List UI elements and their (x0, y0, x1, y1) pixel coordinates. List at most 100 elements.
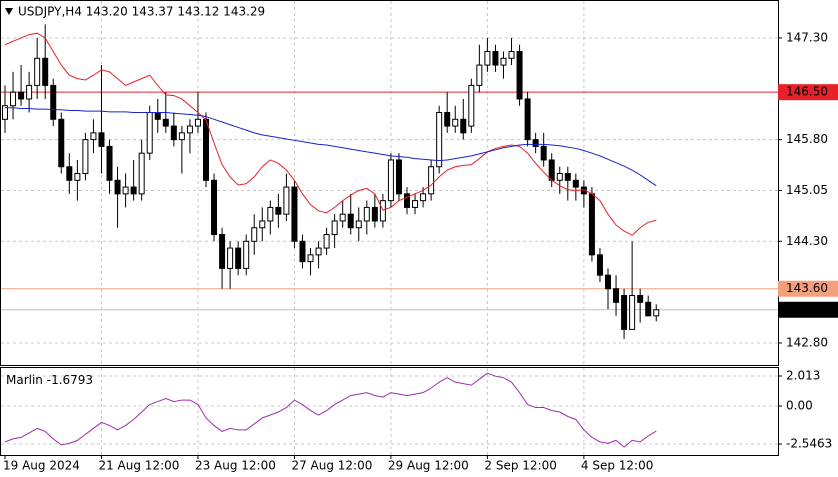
level-label: 143.60 (786, 281, 828, 295)
x-tick-label: 21 Aug 12:00 (98, 459, 179, 473)
level-label: 146.50 (786, 85, 828, 99)
last-price-box (778, 301, 838, 318)
candle-body (516, 51, 523, 100)
candle-body (186, 125, 193, 134)
candle-body (34, 57, 41, 86)
y-tick-label: 142.80 (786, 335, 828, 349)
candle-body (404, 193, 410, 208)
axis: 147.30 145.80 145.05 144.30 142.80 2.013 0.00 -… (3, 30, 838, 473)
candle-body (371, 206, 378, 222)
moving-average (5, 107, 657, 187)
candle-body (98, 132, 105, 147)
candle-body (122, 186, 129, 195)
candle-body (339, 213, 346, 222)
indicator-line (4, 372, 657, 448)
candle-body (10, 91, 17, 107)
candle-body (18, 91, 25, 100)
y-tick-label: 0.00 (786, 399, 813, 413)
last-price-label: 143.29 (786, 302, 828, 316)
candle-body (484, 51, 491, 66)
candle-body (82, 139, 89, 175)
y-tick-label: 147.30 (786, 30, 828, 44)
candle-body (170, 125, 177, 141)
candle-body (613, 288, 620, 303)
candle-body (146, 112, 153, 154)
candle-body (524, 98, 531, 141)
candle-body (588, 193, 595, 256)
candle-body (532, 139, 539, 147)
candle-body (26, 84, 33, 100)
candle-body (548, 159, 555, 181)
level-label-box (778, 280, 838, 297)
candle-body (355, 220, 362, 229)
candle-body (251, 227, 258, 242)
candle-body (162, 118, 169, 127)
candle-body (428, 166, 435, 195)
candle-body (645, 301, 652, 317)
y-tick-label: -2.5463 (786, 437, 832, 451)
candle-body (267, 206, 274, 222)
candle-body (476, 64, 483, 86)
candle-body (500, 57, 507, 66)
candle-body (106, 145, 113, 181)
candle-body (629, 295, 636, 330)
candle-body (291, 186, 298, 242)
candle-body (323, 234, 330, 249)
indicator-name: Marlin (6, 373, 43, 387)
candle-body (259, 220, 266, 229)
candle-body (460, 118, 467, 134)
candle-body (219, 234, 226, 269)
candle-body (556, 173, 563, 181)
candle-body (596, 254, 603, 276)
menu-triangle[interactable] (5, 8, 13, 15)
candle-body (395, 159, 402, 195)
candle-body (444, 112, 451, 127)
candle-body (66, 166, 73, 181)
candle-body (194, 118, 201, 127)
y-tick-label: 145.05 (786, 183, 828, 197)
candle-body (605, 274, 611, 290)
x-tick-label: 29 Aug 12:00 (388, 459, 469, 473)
x-tick-label: 19 Aug 2024 (3, 459, 80, 473)
candle-body (275, 206, 282, 215)
candle-body (492, 51, 499, 66)
candle-body (227, 247, 234, 269)
candle-body (114, 179, 121, 195)
x-tick-label: 2 Sep 12:00 (484, 459, 556, 473)
candle-body (211, 179, 218, 236)
candle-body (621, 295, 628, 330)
candle-body (74, 173, 81, 181)
candle-body (387, 159, 394, 202)
candle-body (363, 206, 370, 222)
y-tick-label: 144.30 (786, 234, 828, 248)
level-label-box (778, 84, 838, 101)
candle-body (283, 186, 290, 215)
candle-body (50, 84, 57, 120)
x-tick-label: 23 Aug 12:00 (195, 459, 276, 473)
candle-body (347, 213, 354, 229)
candle-body (540, 145, 547, 161)
candle-body (2, 105, 8, 120)
candle-body (154, 112, 161, 120)
symbol-header: USDJPY,H4 143.20 143.37 143.12 143.29 (18, 5, 265, 19)
candle-body (235, 247, 242, 269)
x-tick-label: 27 Aug 12:00 (291, 459, 372, 473)
candle-body (130, 186, 137, 195)
candle-body (307, 254, 314, 263)
indicator-current: -1.6793 (47, 373, 93, 387)
candle-body (90, 132, 97, 141)
candle-body (412, 200, 419, 208)
candle-body (452, 118, 459, 127)
y-tick-label: 2.013 (786, 369, 820, 383)
candle-body (436, 112, 443, 168)
moving-average (4, 32, 657, 236)
candle-body (203, 118, 209, 181)
candle-body (468, 84, 475, 127)
candle-body (637, 295, 644, 303)
candle-body (564, 173, 571, 181)
candle-body (572, 179, 579, 188)
candle-body (420, 193, 427, 202)
candle-body (315, 247, 322, 256)
